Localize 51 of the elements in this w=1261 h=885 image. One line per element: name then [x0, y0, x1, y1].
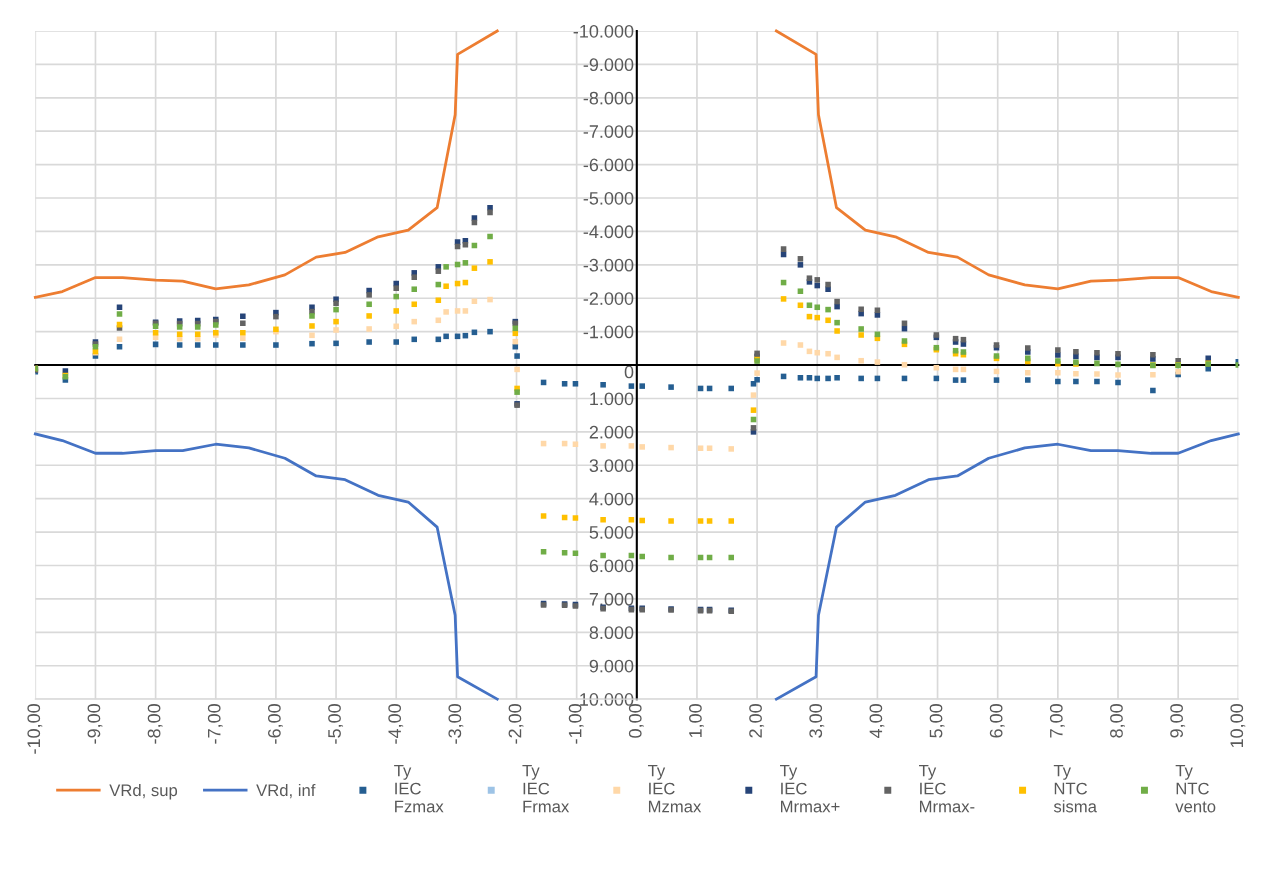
y-tick-label: 9.000 — [589, 659, 634, 673]
y-tick-label: -3.000 — [583, 258, 634, 272]
x-tick-label: 1,00 — [689, 704, 704, 738]
y-tick-label: -6.000 — [583, 158, 634, 172]
y-tick-label: -2.000 — [583, 292, 634, 305]
legend-label: Ty IEC Frmax — [522, 764, 570, 813]
y-tick-label: 3.000 — [589, 459, 634, 473]
x-tick-label: 4,00 — [869, 704, 885, 739]
y-tick-label: -7.000 — [583, 125, 634, 138]
y-tick-label: 5.000 — [589, 526, 634, 539]
x-tick-label: 7,00 — [1049, 704, 1065, 738]
x-tick-label: 5,00 — [929, 704, 945, 738]
y-tick-label: 1.000 — [590, 392, 634, 406]
y-tick-label: 8.000 — [589, 626, 634, 640]
x-tick-label: 3,00 — [809, 704, 825, 738]
x-tick-label: -7,00 — [207, 704, 223, 744]
y-tick-label: 7.000 — [589, 592, 634, 606]
y-tick-label: -9.000 — [583, 58, 634, 72]
x-tick-label: -2,00 — [508, 704, 524, 744]
x-tick-label: 2,00 — [749, 704, 765, 738]
legend-label: Ty IEC Mzmax — [647, 764, 702, 813]
legend-label: Ty IEC Mrmax- — [919, 764, 975, 813]
y-tick-label: 2.000 — [589, 425, 634, 439]
x-tick-label: 9,00 — [1170, 704, 1186, 738]
y-tick-label: -4.000 — [583, 225, 634, 239]
y-tick-label: 6.000 — [589, 559, 634, 573]
x-tick-label: -5,00 — [328, 704, 344, 744]
x-tick-label: -3,00 — [448, 704, 464, 744]
x-tick-label: 0,00 — [628, 704, 644, 738]
x-tick-label: -6,00 — [267, 704, 283, 744]
y-tick-label: 10.000 — [580, 693, 634, 706]
y-tick-label: 0 — [624, 365, 634, 379]
legend-label: Ty IEC Fzmax — [394, 764, 444, 813]
y-tick-label: 4.000 — [589, 492, 634, 506]
x-tick-label: 8,00 — [1110, 704, 1125, 738]
x-tick-label: 6,00 — [989, 704, 1005, 738]
x-tick-label: -9,00 — [87, 704, 103, 744]
x-tick-label: -1,00 — [568, 704, 584, 744]
legend-label: VRd, inf — [256, 783, 316, 799]
legend-label: Ty NTC vento — [1175, 764, 1216, 813]
x-tick-label: -4,00 — [388, 704, 404, 744]
y-tick-label: -5.000 — [583, 191, 634, 205]
legend-label: VRd, sup — [109, 783, 178, 800]
x-tick-label: 10,00 — [1230, 704, 1246, 748]
y-tick-label: -10.000 — [573, 24, 634, 38]
x-tick-label: -8,00 — [147, 704, 163, 744]
x-tick-label: -10,00 — [27, 704, 43, 754]
legend-label: Ty NTC sisma — [1053, 764, 1097, 813]
y-tick-label: -1.000 — [583, 325, 634, 339]
y-tick-label: -8.000 — [583, 91, 634, 105]
legend-label: Ty IEC Mrmax+ — [780, 764, 840, 813]
